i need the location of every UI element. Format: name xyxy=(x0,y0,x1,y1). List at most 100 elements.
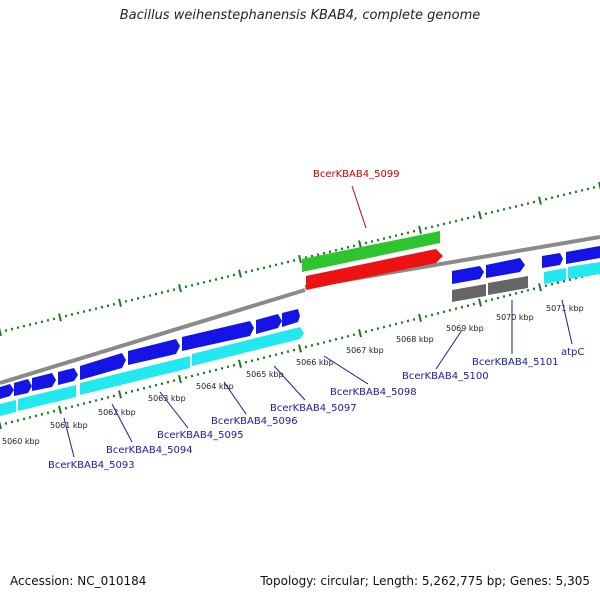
outer-tick xyxy=(250,269,254,273)
outer-tick xyxy=(328,250,332,254)
gene-label-g5101[interactable]: BcerKBAB4_5101 xyxy=(472,357,559,368)
inner-tick xyxy=(88,400,92,404)
cds-forward-5[interactable] xyxy=(80,353,126,380)
outer-tick xyxy=(22,324,26,328)
outer-tick xyxy=(352,244,356,248)
accession-label: Accession: NC_010184 xyxy=(10,574,147,588)
inner-tick xyxy=(556,281,560,285)
inner-tick xyxy=(22,417,26,421)
outer-tick xyxy=(334,248,338,252)
outer-tick xyxy=(130,298,134,302)
outer-tick xyxy=(472,215,476,219)
outer-tick xyxy=(40,320,44,324)
outer-tick xyxy=(190,283,194,287)
outer-tick xyxy=(454,219,458,223)
gene-label-g5100[interactable]: BcerKBAB4_5100 xyxy=(402,371,489,382)
outer-tick xyxy=(214,278,218,281)
outer-tick xyxy=(322,251,326,255)
outer-tick xyxy=(16,326,20,330)
inner-tick xyxy=(154,383,158,387)
cds-forward-11[interactable] xyxy=(486,258,525,278)
outer-tick xyxy=(394,234,398,238)
scale-label: 5067 kbp xyxy=(346,346,384,355)
outer-tick xyxy=(466,216,470,220)
outer-tick xyxy=(124,299,128,303)
leader-line-gatpC xyxy=(561,299,573,345)
gene-label-g5098[interactable]: BcerKBAB4_5098 xyxy=(330,387,417,398)
cds-reverse-2[interactable] xyxy=(18,385,76,411)
cds-pseudo-2[interactable] xyxy=(488,276,528,295)
outer-tick xyxy=(202,280,206,284)
inner-tick xyxy=(310,344,314,347)
outer-tick xyxy=(46,318,50,322)
gene-label-g5094[interactable]: BcerKBAB4_5094 xyxy=(106,445,193,456)
cds-reverse-3[interactable] xyxy=(80,356,190,395)
inner-tick xyxy=(40,412,44,416)
outer-tick xyxy=(256,267,260,271)
cds-forward-8[interactable] xyxy=(256,314,282,334)
outer-tick xyxy=(58,313,62,322)
inner-tick xyxy=(436,311,440,315)
cds-reverse-1[interactable] xyxy=(0,400,16,416)
cds-forward-12[interactable] xyxy=(542,253,563,268)
inner-tick xyxy=(76,403,80,407)
cds-reverse-4[interactable] xyxy=(192,327,304,366)
cds-forward-6[interactable] xyxy=(128,339,180,365)
outer-tick xyxy=(520,203,524,207)
inner-tick xyxy=(460,305,464,309)
cds-forward-4[interactable] xyxy=(58,368,78,385)
outer-tick xyxy=(178,284,182,293)
outer-tick xyxy=(298,254,302,264)
inner-tick xyxy=(232,363,236,367)
gene-label-gatpC[interactable]: atpC xyxy=(561,347,584,358)
inner-tick xyxy=(256,357,260,361)
inner-tick xyxy=(94,399,98,402)
cds-pseudo-1[interactable] xyxy=(452,284,486,302)
cds-reverse-6[interactable] xyxy=(568,262,600,279)
cds-forward-3[interactable] xyxy=(32,373,56,391)
cds-forward-7[interactable] xyxy=(182,321,254,351)
inner-tick xyxy=(388,324,392,327)
scale-label: 5064 kbp xyxy=(196,382,234,391)
cds-forward-9[interactable] xyxy=(282,309,300,327)
leader-line-g5096 xyxy=(223,381,247,415)
cds-forward-13[interactable] xyxy=(566,246,600,264)
outer-tick xyxy=(502,207,506,211)
inner-tick xyxy=(130,389,134,393)
inner-tick xyxy=(142,386,146,390)
inner-tick xyxy=(286,350,290,353)
outer-tick xyxy=(514,205,518,208)
gene-label-g5093[interactable]: BcerKBAB4_5093 xyxy=(48,460,135,471)
outer-tick xyxy=(400,232,404,236)
inner-tick xyxy=(430,313,434,317)
gene-label-g5097[interactable]: BcerKBAB4_5097 xyxy=(270,403,357,414)
gene-5099-highlight-bottom[interactable] xyxy=(306,249,443,290)
inner-tick xyxy=(394,322,398,326)
gene-5099-highlight-top[interactable] xyxy=(302,231,440,272)
gene-label-g5096[interactable]: BcerKBAB4_5096 xyxy=(211,416,298,427)
backbone-left xyxy=(0,288,306,385)
inner-tick xyxy=(328,339,332,343)
inner-tick xyxy=(340,336,344,340)
genome-stats-label: Topology: circular; Length: 5,262,775 bp… xyxy=(260,574,590,588)
gene-label-leaders xyxy=(63,185,573,458)
gene-label-g5095[interactable]: BcerKBAB4_5095 xyxy=(157,430,244,441)
outer-tick xyxy=(280,261,284,265)
inner-tick xyxy=(214,368,218,372)
inner-tick xyxy=(202,371,206,375)
gene-label-g5099[interactable]: BcerKBAB4_5099 xyxy=(313,169,400,180)
inner-tick xyxy=(526,288,530,292)
cds-reverse-5[interactable] xyxy=(544,268,566,284)
inner-tick xyxy=(160,382,164,386)
outer-tick xyxy=(478,211,482,220)
cds-forward-2[interactable] xyxy=(14,379,32,396)
cds-forward-10[interactable] xyxy=(452,266,484,284)
outer-tick-track xyxy=(0,181,600,337)
inner-tick xyxy=(262,356,266,360)
outer-tick xyxy=(562,193,566,197)
inner-tick xyxy=(382,325,386,329)
outer-tick xyxy=(34,321,38,325)
cds-forward-1[interactable] xyxy=(0,384,14,399)
genome-title: Bacillus weihenstephanensis KBAB4, compl… xyxy=(119,8,481,23)
